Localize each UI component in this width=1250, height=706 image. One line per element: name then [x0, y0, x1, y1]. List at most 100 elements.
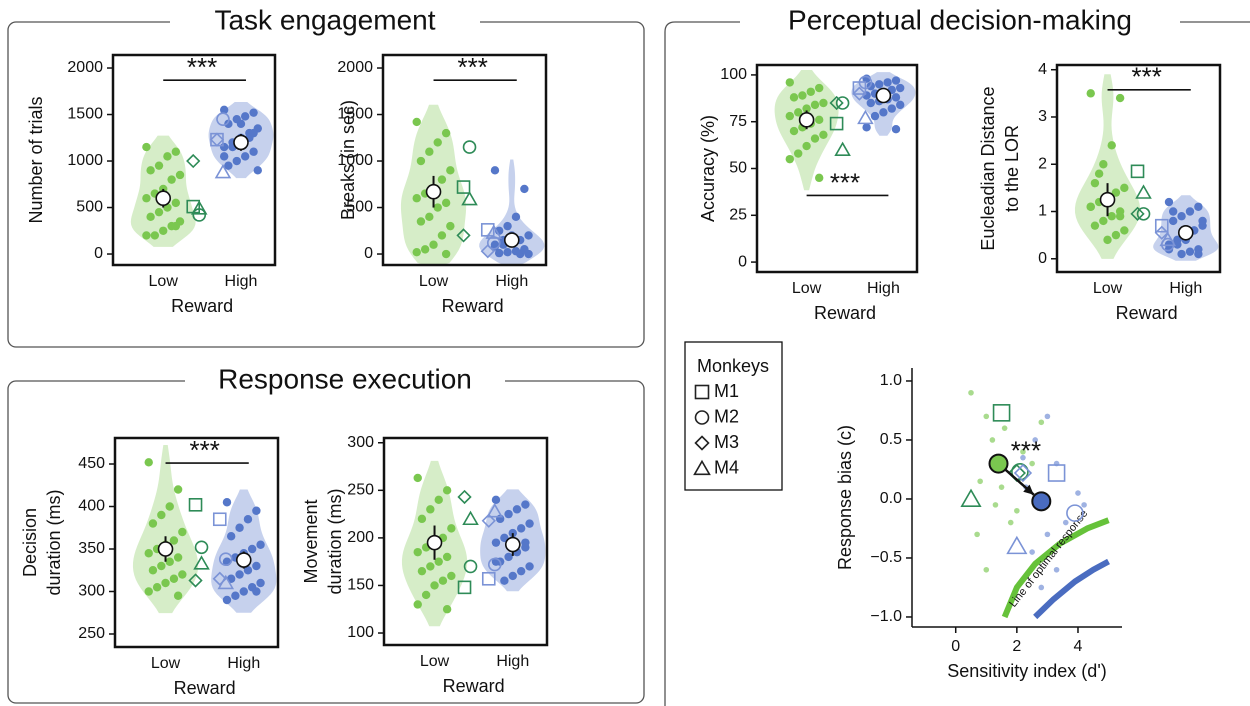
data-point — [1185, 207, 1195, 216]
data-point — [1038, 419, 1045, 426]
y-tick-label: 1 — [1038, 203, 1047, 220]
y-axis-title: Number of trials — [26, 96, 46, 223]
data-point — [441, 249, 451, 259]
mean-marker — [504, 536, 521, 553]
data-point — [521, 500, 530, 509]
data-point — [412, 117, 421, 127]
title-gap — [170, 8, 480, 38]
data-point — [802, 104, 811, 113]
monkey-marker — [462, 510, 479, 526]
mean-marker — [157, 541, 174, 557]
data-point — [142, 231, 151, 240]
y-tick-label: 4 — [1038, 61, 1047, 78]
data-point — [441, 198, 451, 208]
significance-label: *** — [1131, 62, 1161, 92]
data-point — [235, 523, 244, 532]
monkey-marker — [481, 513, 496, 528]
data-point — [1177, 212, 1186, 221]
data-point — [525, 562, 534, 571]
y-tick-label: 1500 — [67, 106, 103, 123]
data-point — [1029, 460, 1035, 467]
data-point — [1120, 226, 1129, 235]
data-point — [421, 590, 431, 600]
data-point — [1111, 188, 1121, 197]
data-point — [239, 587, 248, 596]
data-point — [446, 166, 455, 175]
monkey-marker — [212, 512, 227, 527]
data-point — [413, 473, 422, 483]
data-point — [794, 149, 803, 158]
monkey-marker — [461, 190, 478, 206]
data-point — [1094, 169, 1104, 178]
data-point — [1014, 507, 1020, 514]
monkey-marker — [1130, 164, 1145, 179]
monkey-marker — [217, 574, 235, 590]
violin — [132, 444, 199, 614]
significance-label: *** — [457, 52, 487, 82]
legend-symbol — [694, 435, 710, 451]
data-point — [1090, 178, 1100, 188]
data-point — [429, 240, 438, 249]
data-point — [1032, 437, 1038, 443]
y-tick-label: 500 — [346, 199, 373, 216]
y-tick-label: 350 — [78, 540, 105, 557]
y-axis-title: duration (ms) — [325, 488, 345, 594]
monkey-marker — [487, 557, 502, 572]
data-point — [1020, 448, 1026, 455]
data-point — [416, 217, 426, 226]
x-axis-title: Reward — [442, 296, 504, 316]
panel-frames — [7, 21, 1250, 706]
x-tick-label: Low — [420, 653, 450, 670]
monkey-marker — [1154, 225, 1169, 240]
monkey-marker — [834, 141, 851, 156]
legend-title: Monkeys — [697, 356, 769, 376]
data-point — [810, 100, 820, 110]
data-point — [512, 505, 522, 514]
data-point — [974, 531, 980, 538]
data-point — [503, 247, 512, 257]
data-point — [144, 549, 153, 558]
mean-marker — [988, 453, 1009, 474]
monkey-marker — [1066, 504, 1084, 522]
violin — [479, 159, 545, 264]
y-axis-title: Breaks (in sec) — [338, 100, 358, 220]
data-point — [815, 173, 824, 183]
data-point — [159, 226, 168, 235]
y-tick-label: 400 — [78, 498, 105, 515]
data-point — [142, 142, 151, 152]
y-axis-title: Response bias (c) — [835, 425, 855, 570]
y-tick-label: 0 — [1038, 250, 1047, 267]
monkey-marker — [457, 580, 472, 595]
y-axis-title: Eucleadian Distance — [978, 86, 998, 250]
data-point — [511, 212, 521, 222]
data-point — [236, 119, 246, 129]
data-point — [175, 170, 185, 180]
x-tick-label: High — [1169, 280, 1202, 297]
x-axis-title: Sensitivity index (d') — [947, 661, 1107, 681]
data-point — [169, 536, 179, 545]
data-point — [438, 576, 448, 585]
x-axis-title: Reward — [171, 296, 233, 316]
data-point — [171, 147, 181, 156]
monkey-marker — [186, 153, 201, 169]
data-point — [968, 389, 974, 396]
data-point — [144, 587, 153, 596]
data-point — [256, 540, 265, 549]
significance-label: *** — [1011, 435, 1041, 465]
data-point — [219, 105, 229, 115]
data-point — [896, 83, 905, 93]
data-point — [434, 495, 443, 505]
y-tick-label: 300 — [78, 583, 105, 600]
data-point — [442, 605, 452, 614]
title-gap — [740, 8, 1180, 38]
y-tick-label: −0.5 — [870, 549, 902, 566]
monkey-marker — [992, 404, 1011, 422]
plot-frame — [755, 63, 919, 274]
x-tick-label: High — [867, 280, 900, 297]
data-point — [142, 194, 151, 203]
data-point — [413, 600, 422, 609]
data-point — [1081, 502, 1087, 508]
data-point — [433, 203, 442, 212]
data-point — [491, 538, 501, 547]
x-tick-label: High — [225, 273, 258, 290]
